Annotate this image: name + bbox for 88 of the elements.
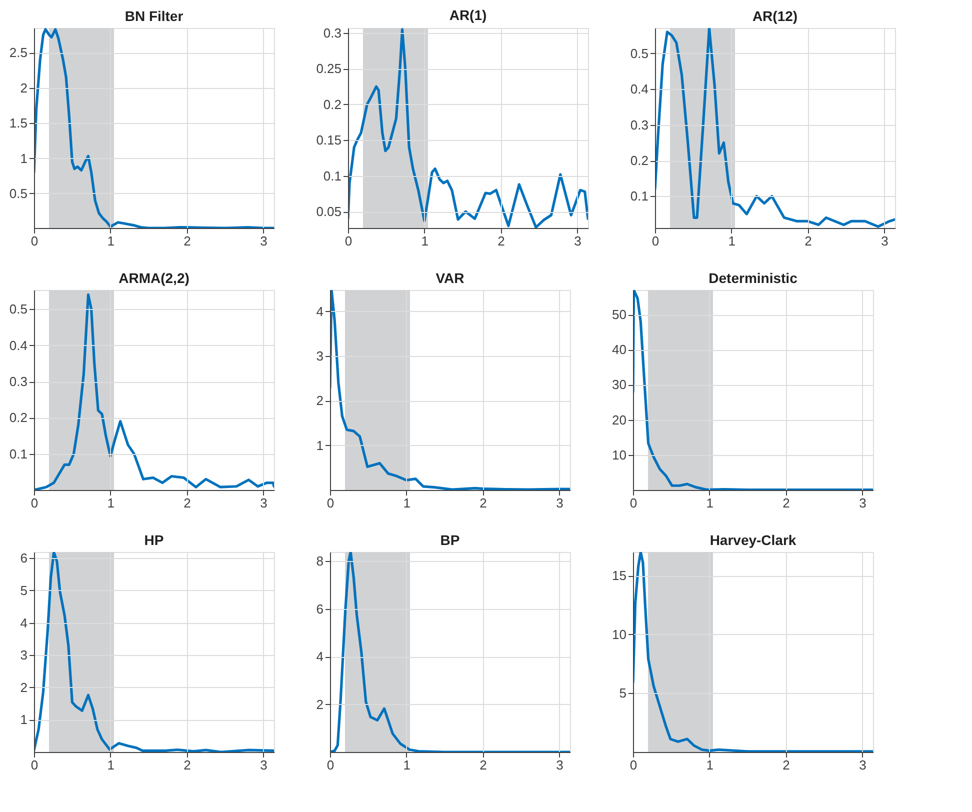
x-tick-label: 0 bbox=[630, 496, 638, 510]
y-tick-label: 0.3 bbox=[323, 26, 342, 40]
chart-title: AR(12) bbox=[752, 8, 798, 24]
y-tick-label: 3 bbox=[316, 348, 324, 364]
y-tick-label: 0.15 bbox=[316, 132, 342, 148]
x-tick-label: 3 bbox=[556, 496, 564, 510]
y-tick-label: 0.1 bbox=[630, 188, 648, 204]
y-tick-label: 1 bbox=[20, 712, 28, 728]
x-tick-label: 0 bbox=[30, 496, 38, 510]
y-tick-label: 10 bbox=[612, 626, 626, 642]
x-tick-label: 0 bbox=[30, 758, 38, 772]
x-tick-label: 1 bbox=[421, 234, 429, 248]
y-tick-label: 2 bbox=[316, 393, 324, 408]
y-tick-label: 0.05 bbox=[316, 204, 342, 220]
x-tick-label: 2 bbox=[498, 234, 505, 248]
x-tick-label: 2 bbox=[480, 758, 487, 772]
y-tick-label: 8 bbox=[316, 554, 324, 569]
chart-title: Deterministic bbox=[708, 270, 798, 286]
y-tick-label: 20 bbox=[612, 412, 626, 428]
x-tick-label: 1 bbox=[728, 234, 736, 248]
y-tick-label: 0.2 bbox=[630, 153, 648, 168]
y-tick-label: 0.5 bbox=[630, 46, 648, 61]
y-tick-label: 0.5 bbox=[9, 302, 28, 317]
x-tick-label: 0 bbox=[326, 758, 334, 772]
x-tick-label: 0 bbox=[344, 234, 352, 248]
x-tick-label: 3 bbox=[260, 496, 268, 510]
y-tick-label: 0.1 bbox=[9, 446, 28, 462]
x-tick-label: 2 bbox=[782, 758, 790, 772]
x-tick-label: 1 bbox=[403, 496, 411, 510]
chart-title: BN Filter bbox=[124, 8, 184, 24]
x-tick-label: 3 bbox=[574, 234, 582, 248]
chart-title: BP bbox=[440, 532, 460, 548]
y-tick-label: 10 bbox=[612, 447, 626, 462]
y-tick-label: 0.25 bbox=[316, 61, 342, 76]
y-tick-label: 2 bbox=[20, 80, 28, 96]
x-tick-label: 2 bbox=[184, 496, 191, 510]
x-tick-label: 3 bbox=[556, 758, 564, 772]
y-tick-label: 0.3 bbox=[630, 117, 648, 132]
chart-title: ARMA(2,2) bbox=[118, 270, 190, 286]
y-tick-label: 6 bbox=[316, 601, 324, 616]
x-tick-label: 3 bbox=[881, 234, 888, 248]
y-tick-label: 0.2 bbox=[9, 410, 28, 426]
chart-title: Harvey-Clark bbox=[710, 532, 796, 548]
y-tick-label: 6 bbox=[20, 550, 28, 566]
x-tick-label: 1 bbox=[706, 758, 714, 772]
x-tick-label: 2 bbox=[480, 496, 487, 510]
chart-title: HP bbox=[144, 532, 164, 548]
x-tick-label: 3 bbox=[260, 234, 268, 248]
y-tick-label: 3 bbox=[20, 648, 28, 663]
chart-title: AR(1) bbox=[449, 7, 487, 23]
x-tick-label: 3 bbox=[859, 758, 866, 772]
y-tick-label: 0.5 bbox=[9, 186, 28, 201]
x-tick-label: 0 bbox=[630, 758, 638, 772]
y-tick-label: 30 bbox=[612, 377, 626, 392]
y-tick-label: 0.2 bbox=[323, 96, 342, 112]
y-tick-label: 5 bbox=[619, 686, 626, 701]
y-tick-label: 1.5 bbox=[9, 116, 28, 131]
x-tick-label: 1 bbox=[107, 758, 115, 772]
y-tick-label: 2.5 bbox=[9, 45, 28, 60]
y-tick-label: 2 bbox=[20, 680, 28, 695]
x-tick-label: 1 bbox=[403, 758, 411, 772]
y-tick-label: 0.1 bbox=[323, 168, 342, 184]
chart-title: VAR bbox=[436, 270, 464, 286]
x-tick-label: 2 bbox=[184, 234, 191, 248]
x-tick-label: 2 bbox=[184, 758, 191, 772]
x-tick-label: 1 bbox=[706, 496, 714, 510]
y-tick-label: 2 bbox=[316, 696, 324, 712]
y-tick-label: 5 bbox=[20, 582, 28, 598]
y-tick-label: 40 bbox=[612, 342, 626, 358]
x-tick-label: 0 bbox=[30, 234, 38, 248]
y-tick-label: 0.3 bbox=[9, 374, 28, 389]
x-tick-label: 1 bbox=[107, 496, 115, 510]
x-tick-label: 1 bbox=[107, 234, 115, 248]
x-tick-label: 0 bbox=[652, 234, 660, 248]
x-tick-label: 3 bbox=[260, 758, 268, 772]
x-tick-label: 3 bbox=[859, 496, 866, 510]
y-tick-label: 1 bbox=[20, 150, 28, 166]
x-tick-label: 0 bbox=[326, 496, 334, 510]
y-tick-label: 1 bbox=[316, 438, 324, 453]
y-tick-label: 50 bbox=[612, 307, 626, 322]
x-tick-label: 2 bbox=[782, 496, 790, 510]
y-tick-label: 4 bbox=[316, 304, 324, 319]
y-tick-label: 15 bbox=[612, 568, 626, 584]
y-tick-label: 0.4 bbox=[630, 82, 648, 97]
y-tick-label: 0.4 bbox=[9, 338, 28, 353]
y-tick-label: 4 bbox=[316, 649, 324, 664]
x-tick-label: 2 bbox=[804, 234, 812, 248]
y-tick-label: 4 bbox=[20, 615, 28, 630]
